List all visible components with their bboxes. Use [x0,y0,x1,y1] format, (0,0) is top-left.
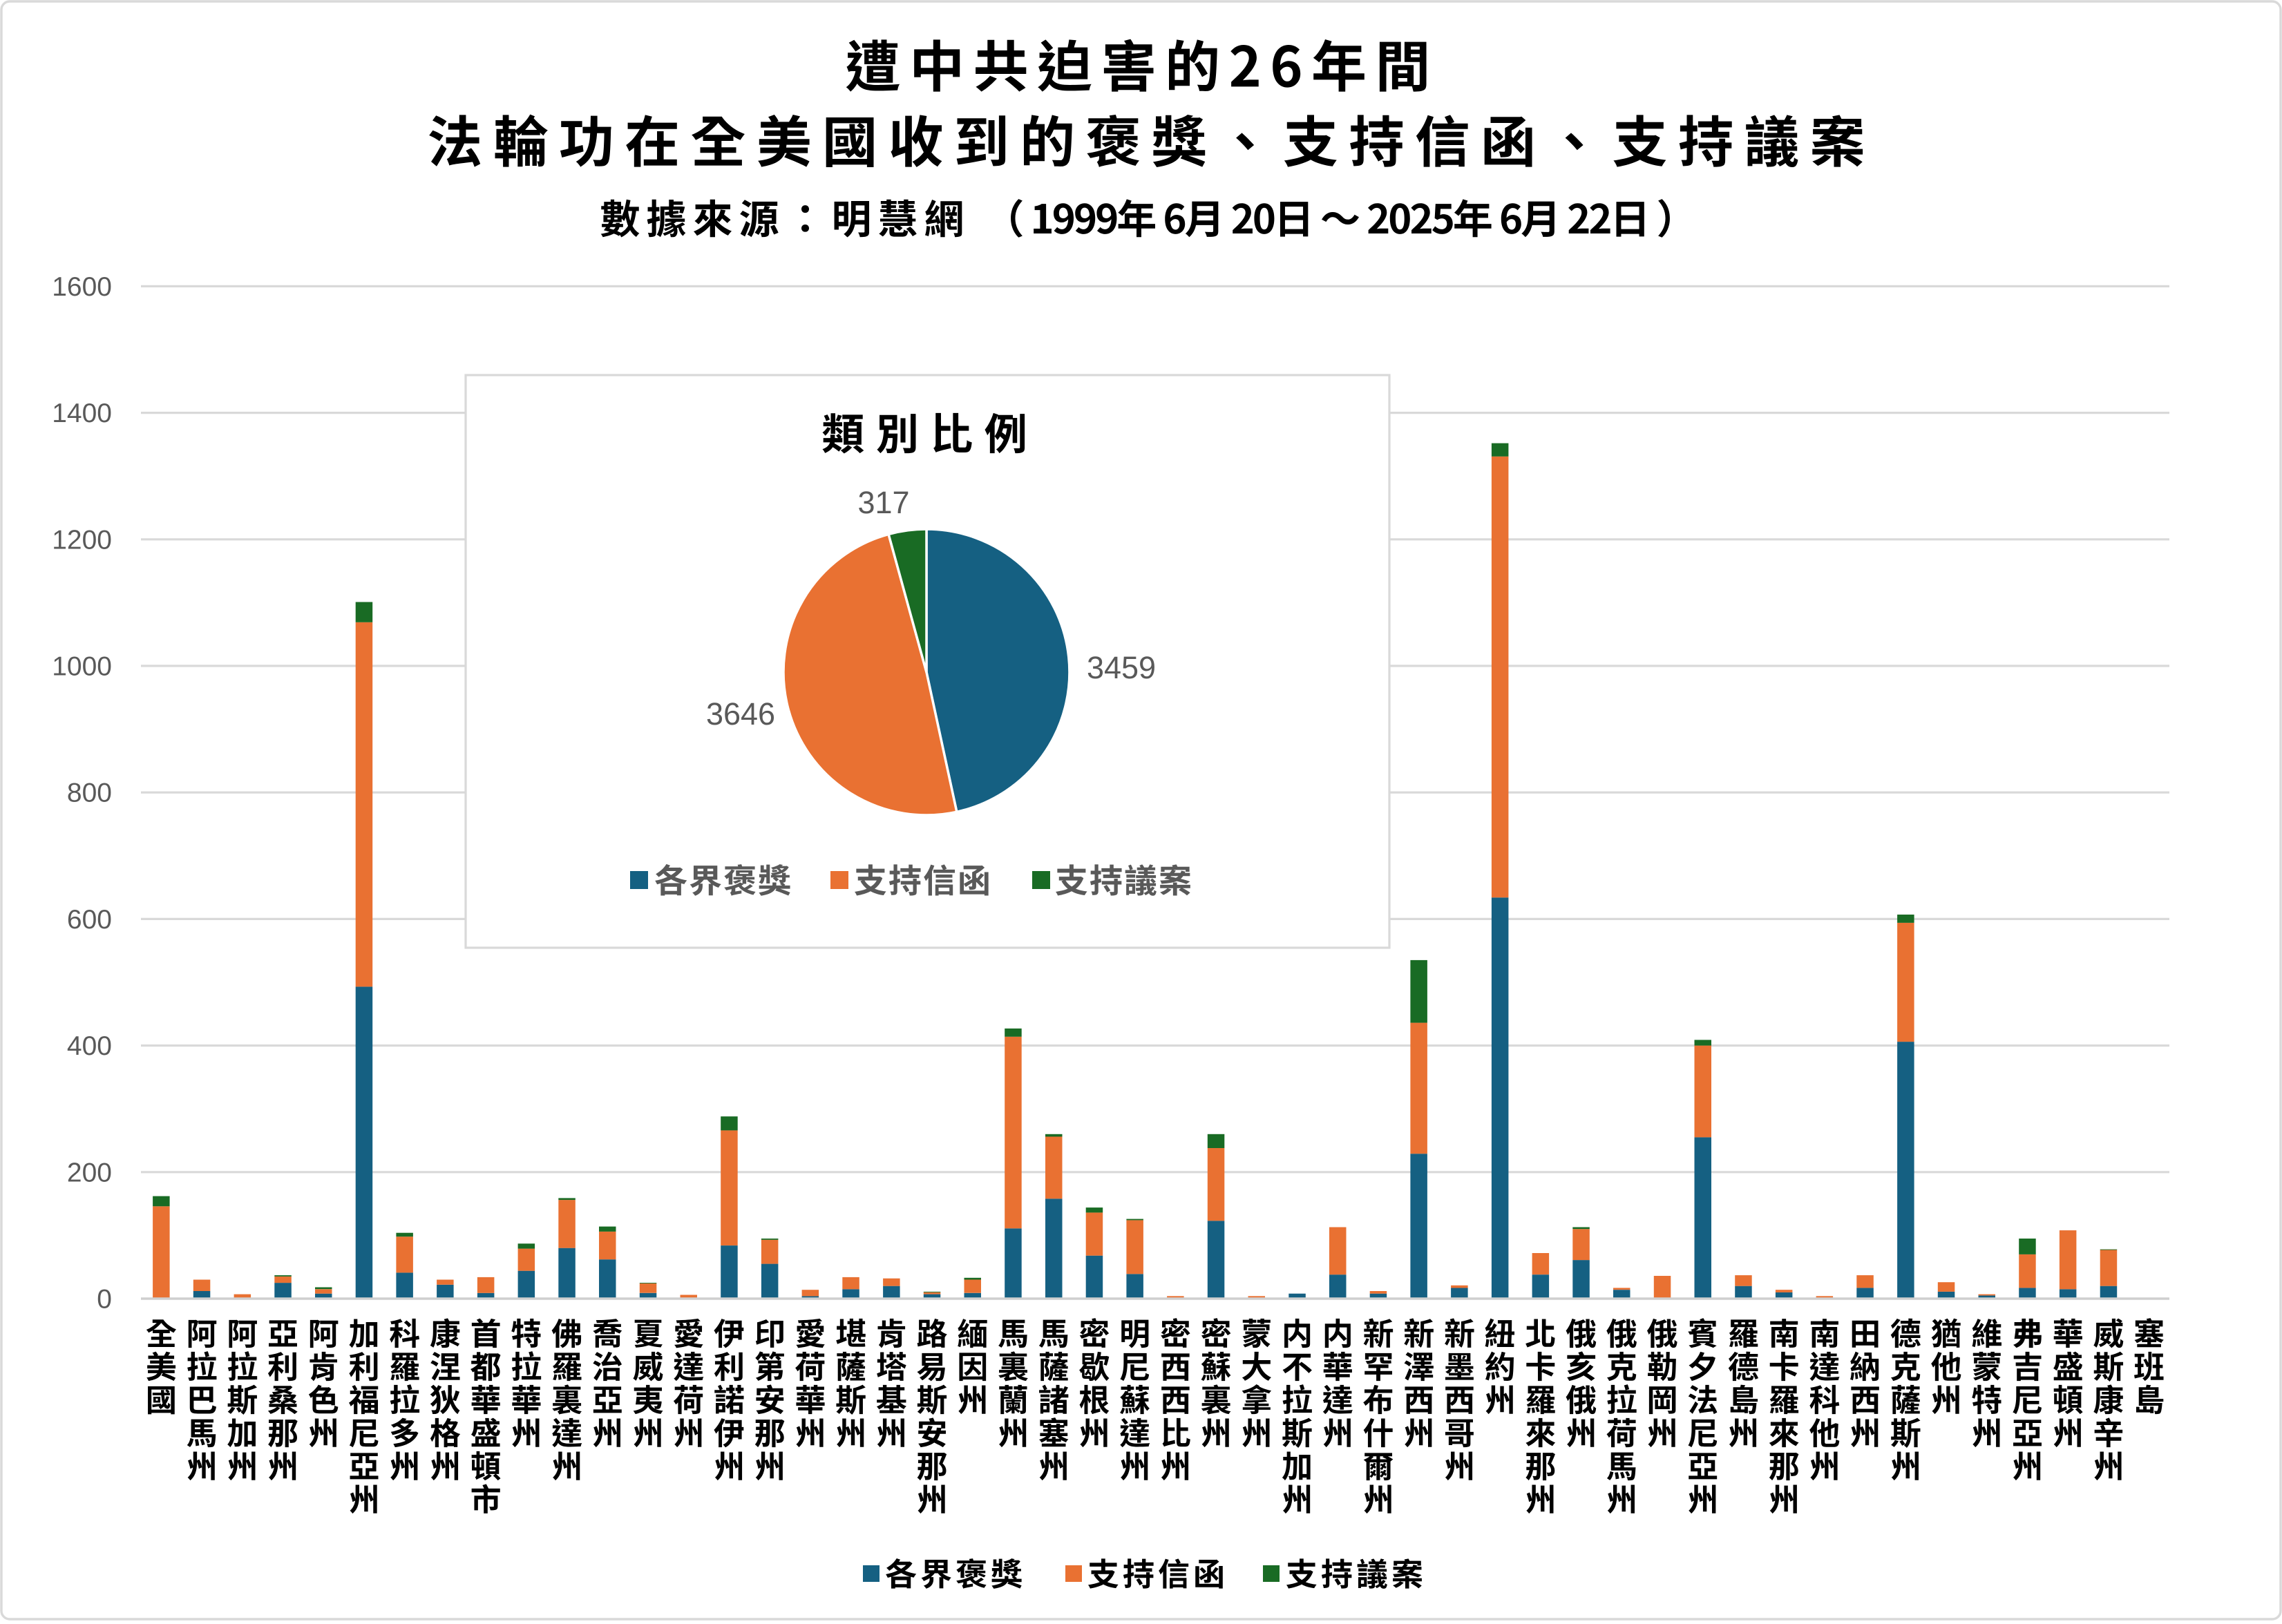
svg-text:1600: 1600 [52,272,112,302]
svg-text:1200: 1200 [52,525,112,555]
svg-text:600: 600 [67,905,112,935]
svg-text:3459: 3459 [1087,650,1156,685]
svg-text:400: 400 [67,1031,112,1061]
svg-text:200: 200 [67,1158,112,1187]
svg-text:1000: 1000 [52,652,112,682]
svg-text:800: 800 [67,778,112,808]
svg-text:3646: 3646 [706,696,775,732]
svg-text:0: 0 [97,1285,112,1315]
svg-text:1400: 1400 [52,399,112,428]
svg-text:317: 317 [857,485,909,520]
